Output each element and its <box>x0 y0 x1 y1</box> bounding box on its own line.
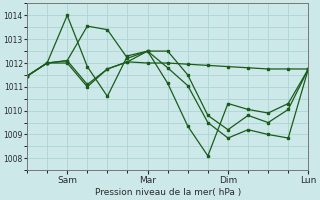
X-axis label: Pression niveau de la mer( hPa ): Pression niveau de la mer( hPa ) <box>94 188 241 197</box>
